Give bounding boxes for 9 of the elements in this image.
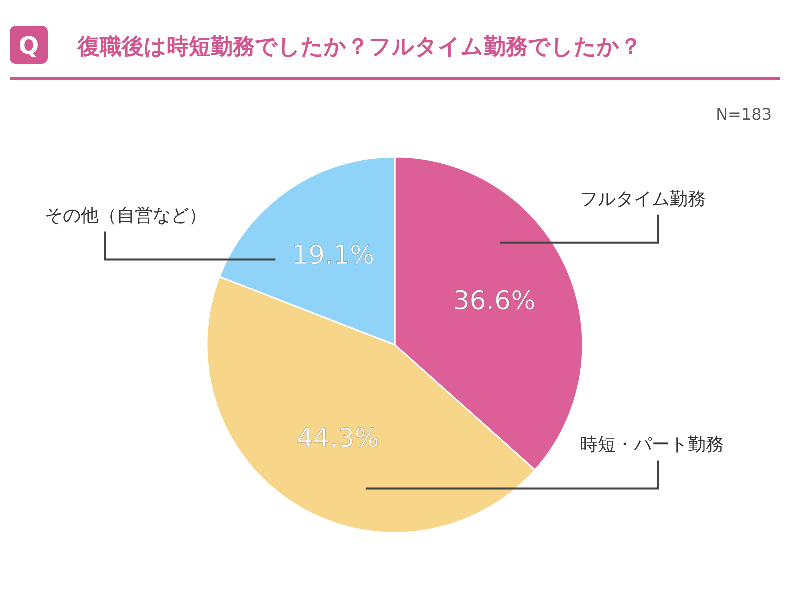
slice-label: フルタイム勤務 xyxy=(580,188,706,210)
slice-label: その他（自営など） xyxy=(45,206,207,227)
slice-label: 時短・パート勤務 xyxy=(580,434,724,456)
data-label: 44.3% xyxy=(296,424,380,454)
data-label: 36.6% xyxy=(453,286,536,316)
text: Q xyxy=(18,32,40,60)
data-label: 19.1% xyxy=(292,241,375,272)
text: N=183 xyxy=(716,105,772,124)
chart-title: 復職後は時短勤務でしたか？フルタイム勤務でしたか？ xyxy=(77,35,642,60)
